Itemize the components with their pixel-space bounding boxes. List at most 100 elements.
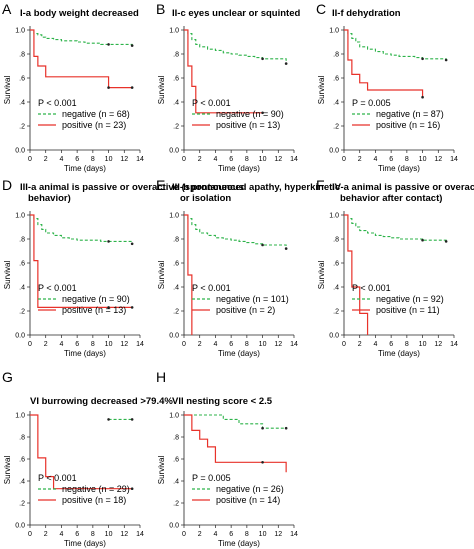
- legend-positive: positive (n = 14): [216, 495, 280, 505]
- legend-negative: negative (n = 68): [62, 109, 130, 119]
- y-tick-label: .2: [333, 124, 339, 131]
- x-axis-title: Time (days): [64, 539, 106, 548]
- y-axis-title: Survival: [3, 261, 12, 290]
- x-tick-label: 14: [136, 156, 144, 163]
- y-tick-label: 1.0: [169, 413, 179, 420]
- x-tick-label: 4: [373, 341, 377, 348]
- y-tick-label: .4: [173, 285, 179, 292]
- y-tick-label: .2: [333, 309, 339, 316]
- y-tick-label: .8: [333, 52, 339, 59]
- x-tick-label: 10: [259, 156, 267, 163]
- panel-title: IV-a animal is passive or overactive (fl…: [332, 182, 474, 204]
- x-axis-title: Time (days): [218, 164, 260, 173]
- x-tick-label: 0: [28, 156, 32, 163]
- series-positive-line: [184, 414, 287, 473]
- y-tick-label: .4: [333, 100, 339, 107]
- censor-mark: [107, 43, 110, 46]
- censor-mark: [421, 238, 424, 242]
- x-tick-label: 8: [245, 156, 249, 163]
- x-tick-label: 2: [358, 156, 362, 163]
- y-tick-label: .6: [173, 457, 179, 464]
- x-tick-label: 6: [75, 531, 79, 538]
- y-tick-label: 0.0: [15, 148, 25, 155]
- censor-mark: [261, 461, 264, 464]
- y-tick-label: 0.0: [169, 333, 179, 340]
- series-positive-line: [184, 214, 193, 335]
- legend-negative: negative (n = 87): [376, 109, 444, 119]
- x-tick-label: 6: [229, 341, 233, 348]
- legend-positive: positive (n = 16): [376, 120, 440, 130]
- x-tick-label: 4: [59, 156, 63, 163]
- legend-negative: negative (n = 90): [62, 294, 130, 304]
- p-value: P < 0.001: [192, 98, 231, 108]
- panel-title: II-f dehydration: [332, 8, 401, 19]
- y-tick-label: .2: [19, 309, 25, 316]
- x-tick-label: 0: [182, 531, 186, 538]
- panel-title: I-a body weight decreased: [20, 8, 139, 19]
- x-tick-label: 8: [91, 156, 95, 163]
- y-tick-label: 1.0: [169, 213, 179, 220]
- x-tick-label: 0: [28, 531, 32, 538]
- x-tick-label: 6: [389, 341, 393, 348]
- panel-title: VI burrowing decreased >79.4%: [30, 396, 173, 407]
- series-positive-line: [344, 214, 369, 335]
- censor-mark: [107, 86, 110, 89]
- y-tick-label: .8: [173, 237, 179, 244]
- x-tick-label: 6: [229, 531, 233, 538]
- y-axis-title: Survival: [157, 76, 166, 105]
- x-tick-label: 4: [213, 531, 217, 538]
- x-tick-label: 6: [75, 156, 79, 163]
- panel-letter: A: [2, 1, 12, 17]
- legend-positive: positive (n = 18): [62, 495, 126, 505]
- censor-mark: [284, 247, 288, 250]
- y-axis-title: Survival: [3, 76, 12, 105]
- series-positive-line: [344, 29, 424, 98]
- y-tick-label: .4: [173, 479, 179, 486]
- panel-a: A I-a body weight decreased 0 2 4 6 8 10 12 14 0.0…: [2, 1, 144, 173]
- x-tick-label: 6: [389, 156, 393, 163]
- x-tick-label: 14: [450, 341, 458, 348]
- x-tick-label: 2: [44, 156, 48, 163]
- panel-title: III-a animal is passive or overactive (s…: [20, 182, 244, 204]
- series-negative-line: [184, 414, 287, 429]
- panel-d: D III-a animal is passive or overactive (…: [2, 177, 244, 358]
- legend-negative: negative (n = 101): [216, 294, 289, 304]
- y-tick-label: 1.0: [329, 213, 339, 220]
- series-negative-line: [30, 29, 133, 46]
- panel-title: VII nesting score < 2.5: [172, 396, 273, 407]
- x-tick-label: 2: [44, 341, 48, 348]
- y-tick-label: .8: [19, 435, 25, 442]
- censor-mark: [130, 44, 134, 47]
- x-tick-label: 10: [105, 156, 113, 163]
- x-tick-label: 2: [198, 341, 202, 348]
- x-tick-label: 12: [274, 531, 282, 538]
- y-tick-label: .8: [19, 237, 25, 244]
- y-tick-label: .8: [173, 52, 179, 59]
- x-tick-label: 2: [358, 341, 362, 348]
- p-value: P < 0.001: [192, 283, 231, 293]
- y-tick-label: 0.0: [169, 523, 179, 530]
- legend-positive: positive (n = 13): [62, 305, 126, 315]
- x-tick-label: 12: [274, 341, 282, 348]
- series-negative-line: [184, 214, 287, 249]
- y-tick-label: .6: [19, 457, 25, 464]
- censor-mark: [284, 426, 288, 430]
- panel-h: H VII nesting score < 2.5 0 2 4 6 8 10 12 14 0.0 .2…: [156, 369, 298, 548]
- x-tick-label: 0: [342, 341, 346, 348]
- censor-mark: [444, 58, 448, 62]
- series-negative-line: [30, 214, 133, 244]
- y-tick-label: 1.0: [15, 413, 25, 420]
- x-tick-label: 4: [59, 341, 63, 348]
- censor-mark: [421, 57, 424, 61]
- censor-mark: [444, 240, 448, 243]
- y-tick-label: .2: [19, 501, 25, 508]
- panel-letter: H: [156, 369, 166, 385]
- x-axis-title: Time (days): [218, 349, 260, 358]
- censor-mark: [107, 240, 110, 243]
- x-tick-label: 0: [342, 156, 346, 163]
- y-tick-label: .4: [19, 100, 25, 107]
- panel-g: G VI burrowing decreased >79.4% 0 2 4 6 8 10 12 1…: [2, 369, 173, 548]
- x-tick-label: 12: [434, 341, 442, 348]
- censor-mark: [130, 418, 134, 421]
- x-tick-label: 14: [136, 341, 144, 348]
